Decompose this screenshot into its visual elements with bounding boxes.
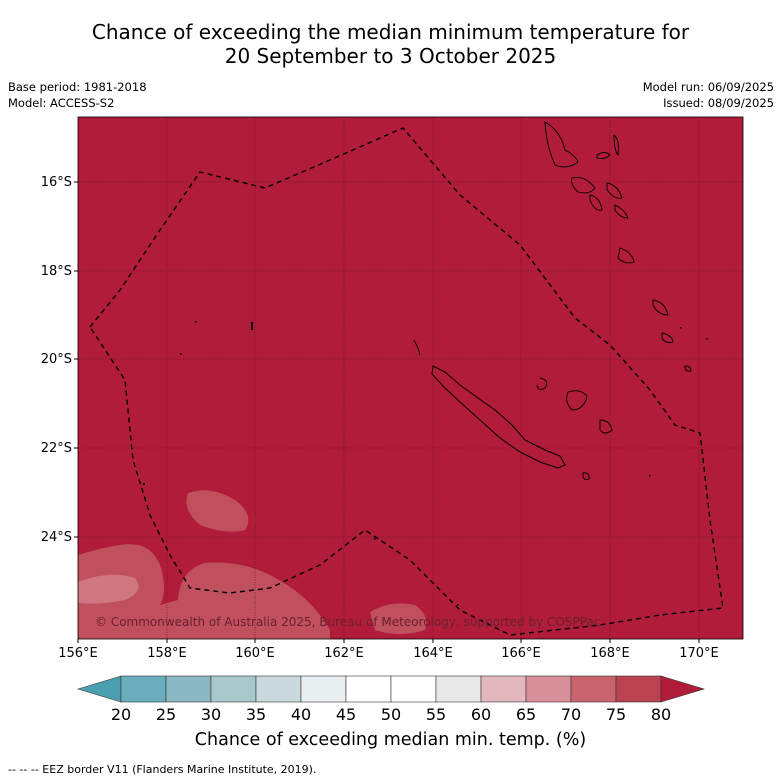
colorbar-bin-20-25 xyxy=(120,675,167,703)
probability-patch-small xyxy=(186,490,249,532)
issued-date: Issued: 08/09/2025 xyxy=(663,96,774,110)
colorbar-bin-35-40 xyxy=(255,675,302,703)
colorbar-tick-60: 60 xyxy=(470,705,492,724)
colorbar-bin-55-60 xyxy=(435,675,482,703)
colorbar-bin-45-50 xyxy=(345,675,392,703)
graticule xyxy=(78,117,743,639)
colorbar-bin-40-45 xyxy=(300,675,347,703)
lat-label-22s: 22°S xyxy=(40,441,72,456)
island-ouvea xyxy=(536,377,548,390)
lat-label-16s: 16°S xyxy=(40,175,72,190)
base-period: Base period: 1981-2018 xyxy=(8,80,147,94)
island-mare xyxy=(599,419,613,434)
lon-label-166e: 166°E xyxy=(501,646,541,661)
vanuatu-islands xyxy=(544,121,692,372)
colorbar-high-arrow xyxy=(660,675,706,703)
colorbar-tick-70: 70 xyxy=(560,705,582,724)
probability-patch-lower-left xyxy=(78,544,330,639)
small-islets xyxy=(143,321,708,606)
map-background xyxy=(78,117,743,639)
lat-label-18s: 18°S xyxy=(40,264,72,279)
colorbar-tick-20: 20 xyxy=(110,705,132,724)
eez-border xyxy=(89,127,724,636)
island-lifou xyxy=(566,390,588,411)
colorbar-label: Chance of exceeding median min. temp. (%… xyxy=(194,730,587,750)
axis-ticks xyxy=(74,181,700,643)
colorbar-tick-35: 35 xyxy=(245,705,267,724)
colorbar-tick-50: 50 xyxy=(380,705,402,724)
colorbar-tick-55: 55 xyxy=(425,705,447,724)
lon-label-164e: 164°E xyxy=(413,646,453,661)
eez-footnote: -- -- -- EEZ border V11 (Flanders Marine… xyxy=(8,763,317,776)
map-title-line1: Chance of exceeding the median minimum t… xyxy=(91,20,690,44)
colorbar-tick-75: 75 xyxy=(605,705,627,724)
colorbar-tick-80: 80 xyxy=(650,705,672,724)
colorbar-tick-25: 25 xyxy=(155,705,177,724)
model-run: Model run: 06/09/2025 xyxy=(642,80,774,94)
model-name: Model: ACCESS-S2 xyxy=(8,96,115,110)
colorbar-bin-50-55 xyxy=(390,675,437,703)
colorbar-bin-65-70 xyxy=(525,675,572,703)
colorbar-bin-75-80 xyxy=(615,675,662,703)
island-pines xyxy=(582,472,590,481)
lat-label-24s: 24°S xyxy=(40,530,72,545)
colorbar-tick-30: 30 xyxy=(200,705,222,724)
island-belep xyxy=(413,339,421,356)
lon-label-170e: 170°E xyxy=(679,646,719,661)
probability-patch-bottom-center xyxy=(370,603,427,634)
lon-label-162e: 162°E xyxy=(324,646,364,661)
copyright-text: © Commonwealth of Australia 2025, Bureau… xyxy=(95,615,600,629)
colorbar-bin-25-30 xyxy=(165,675,212,703)
lon-label-156e: 156°E xyxy=(58,646,98,661)
lat-label-20s: 20°S xyxy=(40,352,72,367)
colorbar-tick-45: 45 xyxy=(335,705,357,724)
lon-label-158e: 158°E xyxy=(147,646,187,661)
colorbar-low-arrow xyxy=(76,675,122,703)
colorbar-bin-30-35 xyxy=(210,675,257,703)
new-caledonia-coastline xyxy=(431,365,566,469)
lon-label-160e: 160°E xyxy=(235,646,275,661)
colorbar-bin-60-65 xyxy=(480,675,527,703)
colorbar-bin-70-75 xyxy=(570,675,617,703)
probability-patch-far-left xyxy=(78,574,139,604)
lon-label-168e: 168°E xyxy=(590,646,630,661)
colorbar xyxy=(76,675,706,703)
colorbar-tick-65: 65 xyxy=(515,705,537,724)
colorbar-tick-40: 40 xyxy=(290,705,312,724)
map-title-line2: 20 September to 3 October 2025 xyxy=(224,44,557,68)
